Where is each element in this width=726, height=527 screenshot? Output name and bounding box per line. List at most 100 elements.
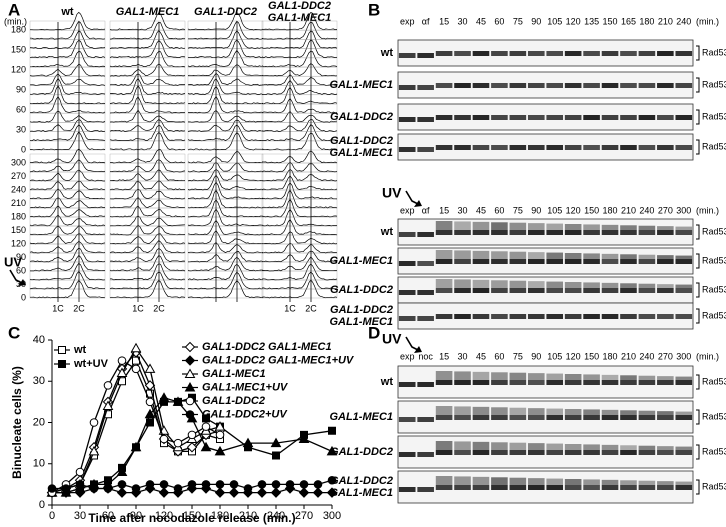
unit-label: (min.) [696,351,719,361]
marker [159,434,169,444]
band-label: Rad53 [702,376,726,386]
y-axis-label: Binucleate cells (%) [10,366,24,479]
band-shift [491,372,508,380]
band [454,83,471,88]
unit-label: (min.) [696,16,719,26]
uv-arrow-head [414,346,422,353]
panel-label: B [368,0,380,19]
band-shift [638,254,656,259]
band [435,450,453,455]
trace-frame [261,57,338,68]
legend-label: GAL1-DDC2 [202,395,265,407]
band-shift [657,284,674,288]
histogram-trace [187,110,264,123]
x-tick-label: 210 [239,510,257,522]
band-shift [583,282,600,288]
band [564,450,582,455]
lane-label: 300 [676,351,691,361]
histogram-trace [261,208,338,227]
histogram-trace [109,188,186,200]
histogram-trace [109,73,186,86]
band [601,450,619,455]
x-tick-label: 0 [49,510,55,522]
y-tick-label: 0 [21,144,26,154]
band [527,485,545,490]
legend-label: GAL1-DDC2 GAL1-MEC1 [202,341,332,353]
row-label: wt [380,47,394,59]
marker [313,480,323,489]
histogram-trace [29,240,106,254]
band [675,450,693,455]
band [601,83,619,88]
band [527,380,545,385]
row-label: GAL1-MEC1 [329,79,393,91]
band-shift [638,480,656,485]
histogram-trace [29,233,106,245]
histogram-trace [261,98,338,114]
histogram-trace [109,51,186,68]
panel-label: C [8,323,20,342]
band-shift [472,250,490,259]
trace-frame [109,103,186,114]
band [638,380,656,385]
band [417,232,434,237]
band-shift [601,374,619,380]
band-shift [472,441,490,450]
band [454,230,471,235]
band [398,417,416,422]
marker [185,396,195,406]
band [417,261,434,266]
band [472,450,490,455]
histogram-trace [29,119,106,132]
band-shift [638,445,656,450]
band [398,487,416,492]
band-shift [564,224,582,230]
band [435,380,453,385]
band [620,380,637,385]
band [564,230,582,235]
marker [131,364,141,374]
histogram-trace [110,233,186,245]
histogram-trace [109,215,186,227]
band-shift [509,222,527,230]
band [454,485,471,490]
marker [145,480,155,489]
lane-label: 45 [476,351,486,361]
band [601,51,619,56]
y-tick-label: 90 [16,252,26,262]
band [657,259,674,264]
row-label: GAL1-DDC2 [330,284,393,296]
lane-label: 45 [476,205,486,215]
histogram-trace [109,85,186,105]
band-label: Rad53 [702,226,726,236]
band [527,145,545,150]
marker [173,438,183,448]
bracket [696,77,700,93]
band [398,53,416,58]
band-shift [657,376,674,380]
band-shift [620,410,637,415]
histogram-trace [187,280,264,299]
bracket [696,253,700,269]
band [657,415,674,420]
lane-label: 240 [639,351,654,361]
marker [47,484,57,493]
band-shift [509,280,527,288]
marker [200,441,212,452]
band [417,290,434,295]
lane-label: 210 [658,16,673,26]
band [435,230,453,235]
band [527,415,545,420]
marker [257,480,267,489]
band-shift [601,444,619,450]
band [527,115,545,120]
treatment-label: UV [382,185,402,201]
lane-label: 180 [603,205,618,215]
band [657,314,674,319]
band [583,415,600,420]
x-tick-label: 90 [130,510,142,522]
band [675,145,693,150]
histogram-trace [187,30,263,49]
band [435,115,453,120]
